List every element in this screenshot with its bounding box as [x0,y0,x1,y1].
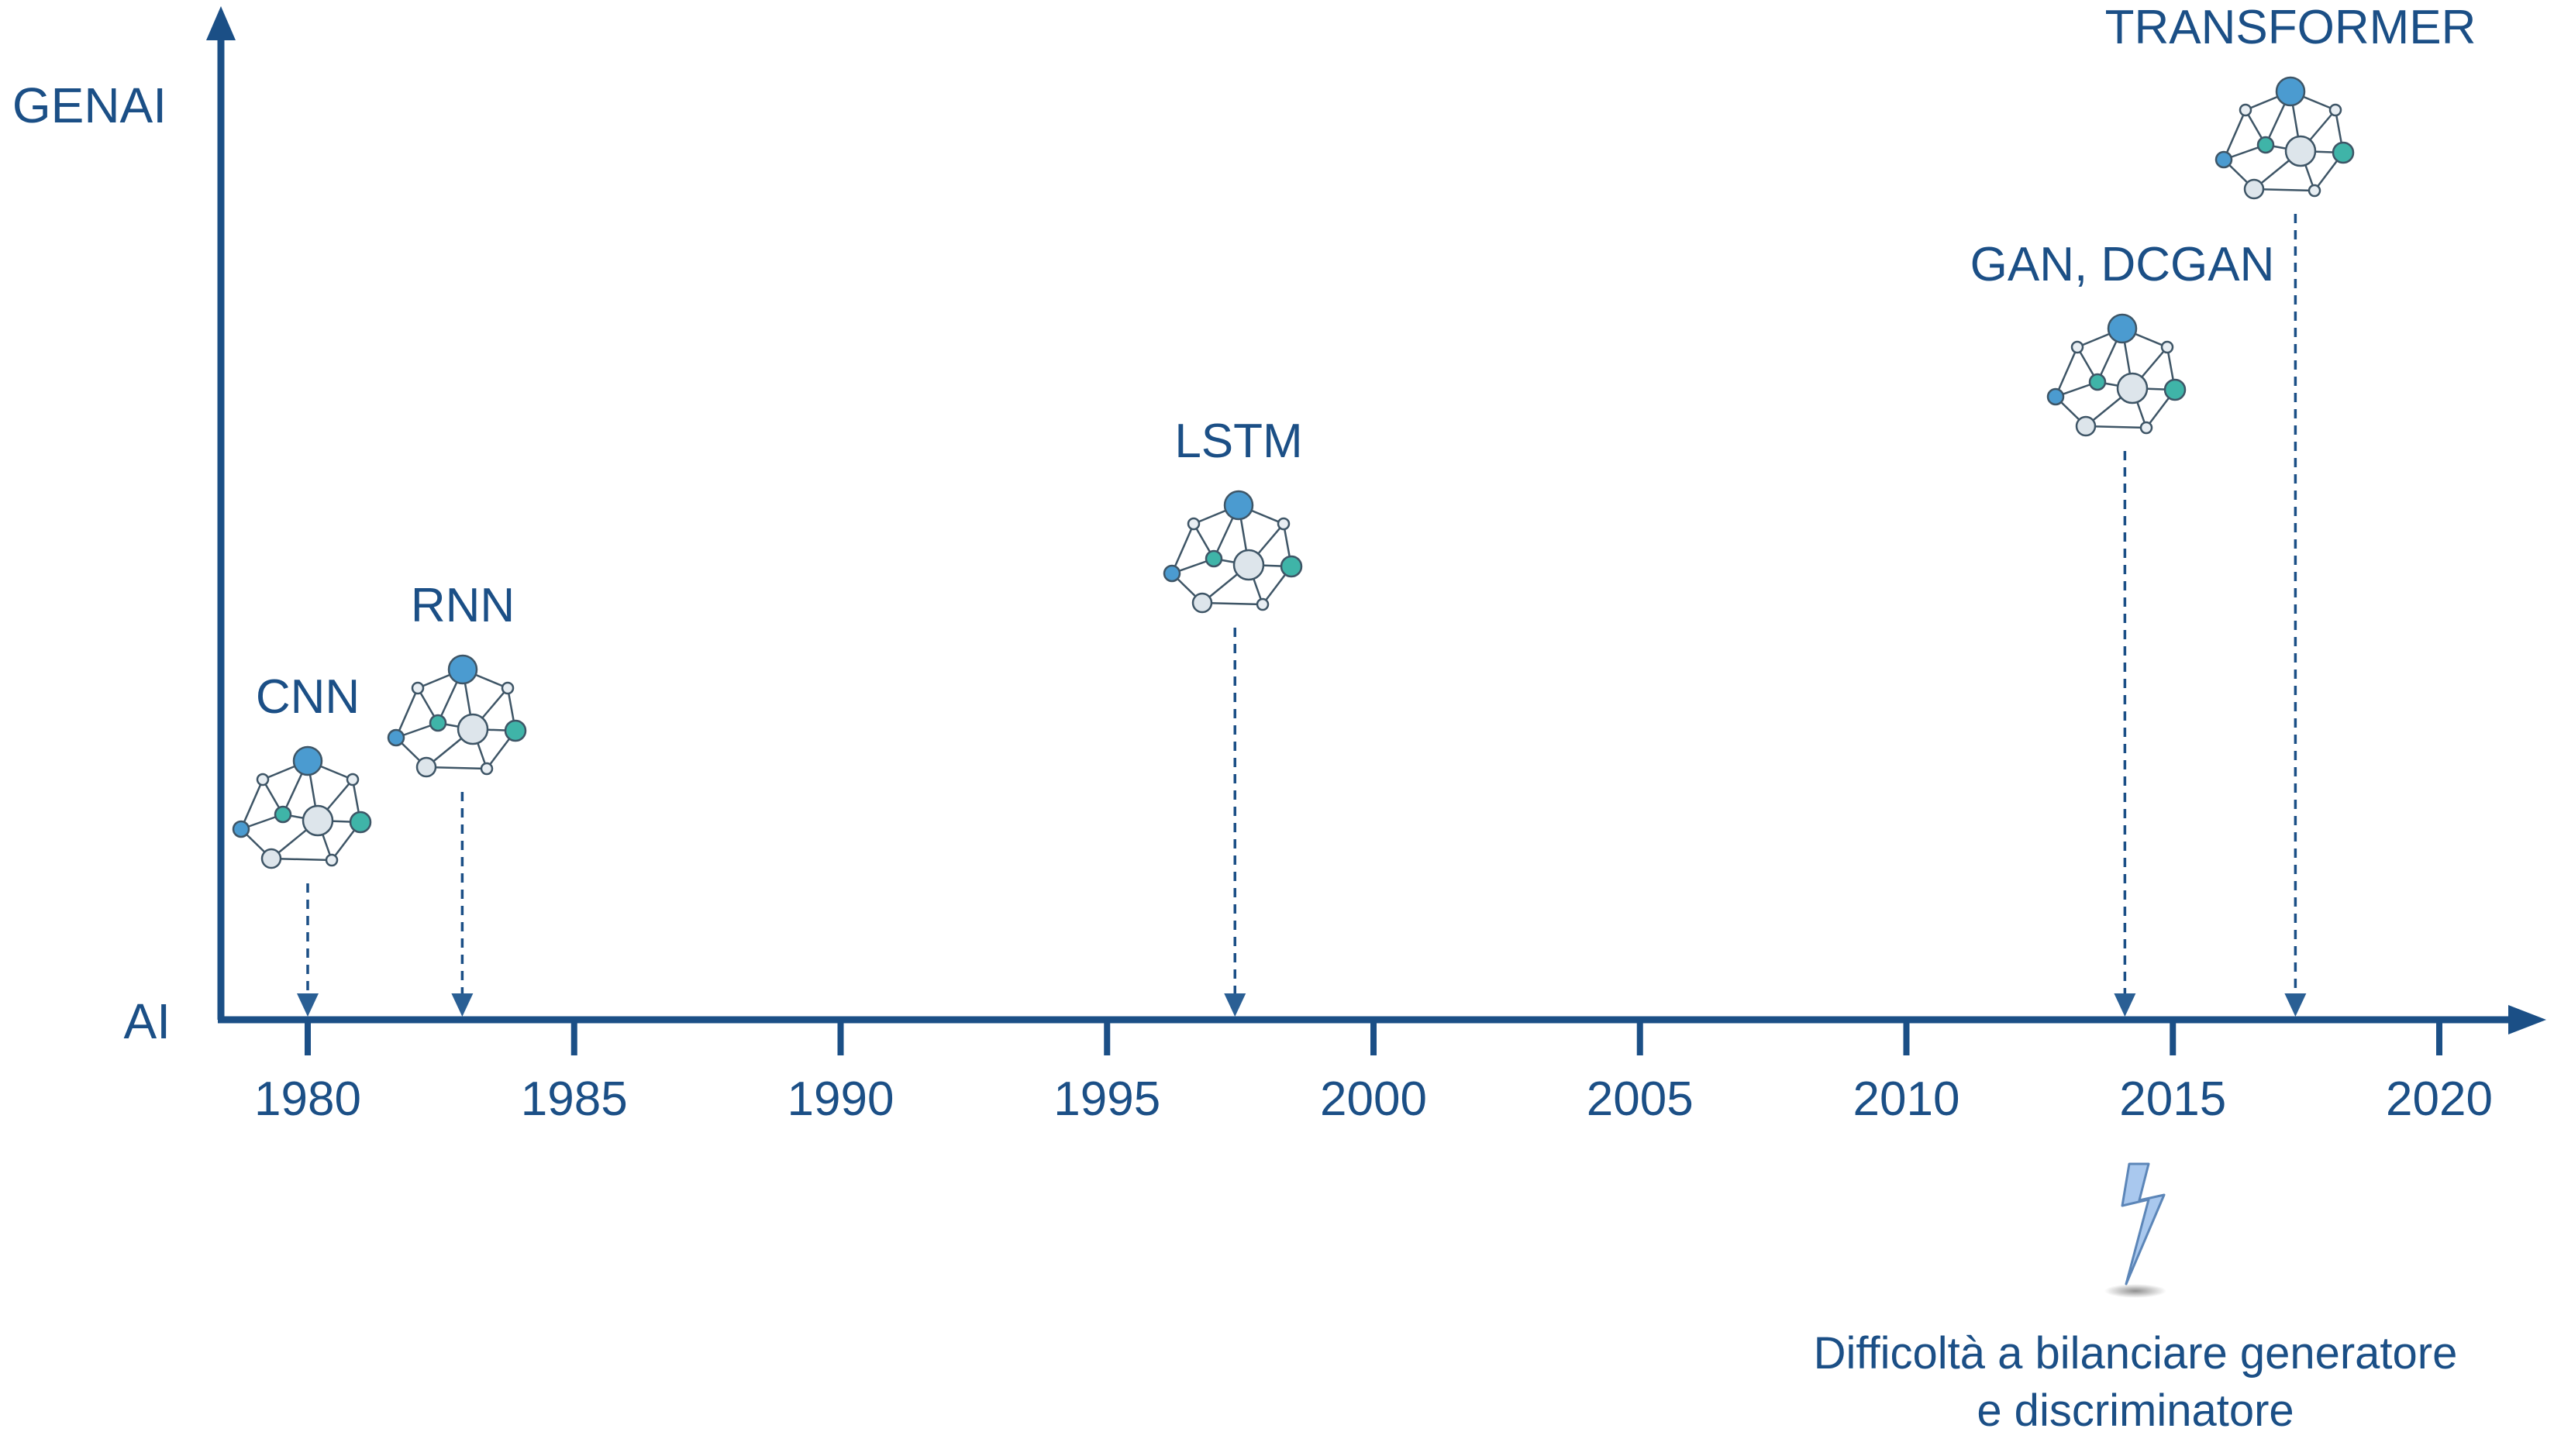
milestone: TRANSFORMER [2105,1,2476,1017]
milestone: GAN, DCGAN [1970,238,2275,1017]
note-line-2: e discriminatore [1977,1385,2294,1436]
x-axis-arrow-icon [2508,1005,2546,1034]
x-tick-label: 2005 [1587,1072,1694,1126]
y-axis-arrow-icon [206,6,236,40]
y-axis-bottom-label: AI [124,993,171,1049]
x-tick-label: 1995 [1053,1072,1160,1126]
lightning-shadow [2104,1284,2166,1298]
note-line-1: Difficoltà a bilanciare generatore [1814,1328,2458,1379]
neural-network-icon [1163,490,1303,614]
x-tick-label: 2020 [2386,1072,2493,1126]
leader-arrow-icon [2114,993,2136,1017]
milestone-label: TRANSFORMER [2105,1,2476,54]
lightning-icon [2121,1162,2166,1286]
milestone: LSTM [1163,415,1303,1017]
milestone: CNN [232,670,372,1017]
neural-network-icon [2215,76,2355,200]
leader-arrow-icon [297,993,319,1017]
note: Difficoltà a bilanciare generatore e dis… [1814,1162,2458,1436]
x-tick-label: 2000 [1320,1072,1427,1126]
axes [206,6,2546,1034]
neural-network-icon [232,745,372,869]
leader-arrow-icon [2284,993,2307,1017]
neural-network-icon [387,654,527,778]
neural-network-icon [2046,313,2187,437]
x-tick-label: 1985 [521,1072,628,1126]
milestone-label: RNN [411,579,515,632]
x-tick-label: 1980 [254,1072,361,1126]
milestone: RNN [387,579,527,1017]
y-axis-top-label: GENAI [12,77,167,133]
x-tick-label: 1990 [788,1072,894,1126]
x-tick-label: 2015 [2119,1072,2226,1126]
leader-arrow-icon [451,993,474,1017]
milestone-label: LSTM [1174,415,1302,468]
x-tick-label: 2010 [1853,1072,1960,1126]
leader-arrow-icon [1224,993,1246,1017]
x-axis-ticks: 1980 1985 1990 1995 2000 2005 2010 2015 2020 [254,1020,2493,1126]
milestones: CNN RNN LSTM GAN, DCGAN TRANSFORMER [232,1,2476,1017]
milestone-label: GAN, DCGAN [1970,238,2275,291]
milestone-label: CNN [256,670,360,724]
